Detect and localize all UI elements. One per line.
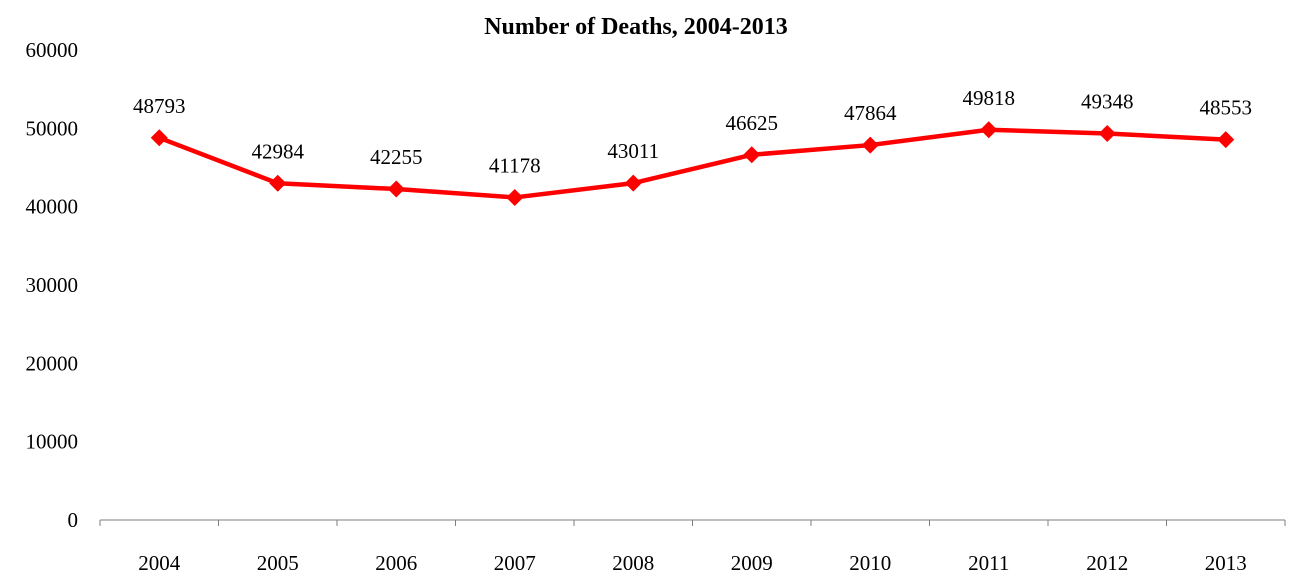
x-axis-ticks: 2004 2005 2006 2007 2008 2009 2010 2011 2012 2013: [99, 520, 1286, 575]
data-point-marker: [980, 121, 998, 139]
x-tick-label: 2004: [138, 551, 181, 575]
data-point-marker: [150, 129, 168, 147]
x-tick-label: 2011: [968, 551, 1009, 575]
x-tick-label: 2005: [257, 551, 299, 575]
chart-title: Number of Deaths, 2004-2013: [484, 14, 788, 40]
data-label: 47864: [844, 101, 897, 125]
y-tick-label: 0: [68, 508, 79, 532]
y-tick-label: 10000: [26, 430, 79, 454]
y-tick-label: 60000: [26, 38, 79, 62]
data-point-marker: [1217, 131, 1235, 149]
y-tick-label: 40000: [26, 195, 79, 219]
data-label: 49348: [1081, 89, 1134, 113]
x-tick-label: 2013: [1205, 551, 1247, 575]
data-point-marker: [861, 136, 879, 154]
y-tick-label: 50000: [26, 116, 79, 140]
x-tick-label: 2012: [1086, 551, 1128, 575]
y-tick-label: 30000: [26, 273, 79, 297]
x-tick-label: 2006: [375, 551, 417, 575]
data-label: 42984: [252, 139, 305, 163]
data-label: 49818: [963, 86, 1016, 110]
x-tick-label: 2009: [731, 551, 773, 575]
x-tick-label: 2008: [612, 551, 654, 575]
data-label: 46625: [726, 111, 779, 135]
x-tick-label: 2007: [494, 551, 536, 575]
series-line: [157, 127, 1228, 200]
data-label: 43011: [607, 139, 659, 163]
data-label: 48553: [1200, 96, 1253, 120]
data-point-marker: [743, 146, 761, 164]
data-point-marker: [506, 188, 524, 206]
data-label: 42255: [370, 145, 423, 169]
data-point-marker: [269, 174, 287, 192]
data-point-marker: [624, 174, 642, 192]
x-tick-label: 2010: [849, 551, 891, 575]
y-axis-ticks: 0 10000 20000 30000 40000 50000 60000: [26, 38, 79, 532]
data-point-marker: [1098, 124, 1116, 142]
data-label: 48793: [133, 94, 186, 118]
data-point-marker: [387, 180, 405, 198]
y-tick-label: 20000: [26, 351, 79, 375]
series-layer: [150, 121, 1235, 206]
data-label: 41178: [489, 153, 541, 177]
data-labels: 48793 42984 42255 41178 43011 46625 47864 49818…: [133, 86, 1252, 178]
